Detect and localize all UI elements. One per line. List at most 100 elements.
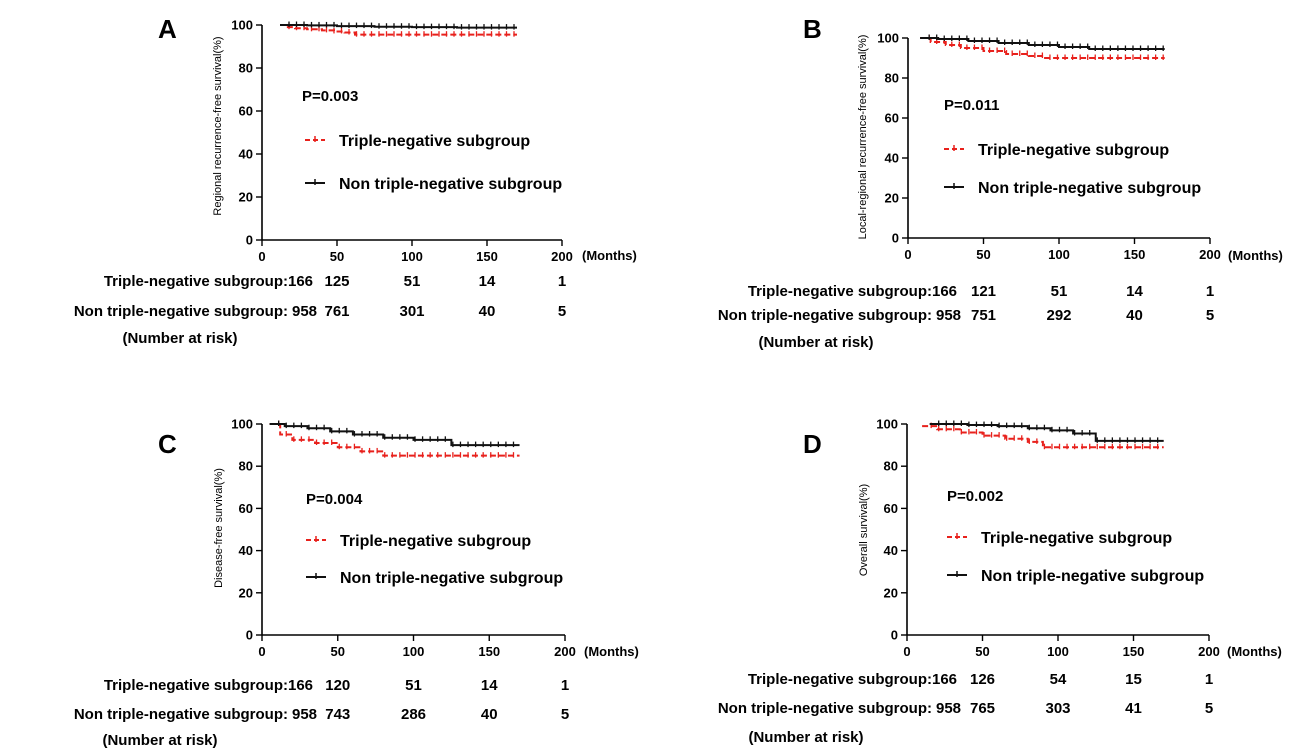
x-tick-label: 100 — [1047, 644, 1069, 659]
survival-curve-non-triple-negative — [929, 423, 1164, 442]
x-tick-label: 50 — [976, 247, 990, 262]
risk-row-label: Non triple-negative subgroup: — [74, 706, 288, 723]
legend-label: Non triple-negative subgroup — [978, 180, 1201, 197]
x-tick-label: 200 — [554, 644, 576, 659]
risk-value: 751 — [971, 307, 996, 324]
y-tick-label: 20 — [239, 190, 253, 205]
x-axis-label: (Months) — [1228, 248, 1283, 263]
panel-label: A — [158, 14, 177, 44]
survival-curve-triple-negative — [269, 423, 520, 457]
legend-label: Triple-negative subgroup — [339, 133, 530, 150]
x-tick-label: 100 — [1048, 247, 1070, 262]
y-tick-label: 60 — [884, 501, 898, 516]
legend-label: Non triple-negative subgroup — [981, 568, 1204, 585]
x-tick-label: 100 — [401, 249, 423, 264]
risk-value: 5 — [1205, 700, 1213, 717]
y-tick-label: 0 — [891, 628, 898, 643]
risk-value: 301 — [399, 303, 424, 320]
risk-value: 286 — [401, 706, 426, 723]
x-tick-label: 50 — [330, 249, 344, 264]
survival-curve-non-triple-negative — [280, 24, 517, 29]
p-value: P=0.003 — [302, 88, 358, 105]
x-tick-label: 0 — [258, 249, 265, 264]
x-tick-label: 200 — [1198, 644, 1220, 659]
survival-curve-non-triple-negative — [920, 37, 1165, 50]
x-tick-label: 50 — [331, 644, 345, 659]
y-tick-label: 0 — [246, 233, 253, 248]
legend-label: Triple-negative subgroup — [981, 530, 1172, 547]
risk-row-label: Triple-negative subgroup: — [104, 273, 288, 290]
legend-label: Non triple-negative subgroup — [339, 176, 562, 193]
x-axis-label: (Months) — [582, 248, 637, 263]
risk-table-footer: (Number at risk) — [758, 334, 873, 351]
risk-value: 41 — [1125, 700, 1142, 717]
y-tick-label: 40 — [885, 151, 899, 166]
risk-value: 51 — [404, 273, 421, 290]
risk-value: 54 — [1050, 671, 1067, 688]
risk-value: 5 — [561, 706, 569, 723]
y-axis-label: Disease-free survival(%) — [213, 468, 225, 588]
y-tick-label: 40 — [239, 543, 253, 558]
y-tick-label: 40 — [884, 543, 898, 558]
y-tick-label: 40 — [239, 147, 253, 162]
risk-value: 958 — [292, 706, 317, 723]
x-tick-label: 150 — [1123, 644, 1145, 659]
risk-value: 166 — [288, 273, 313, 290]
x-tick-label: 0 — [903, 644, 910, 659]
legend-label: Non triple-negative subgroup — [340, 570, 563, 587]
x-tick-label: 200 — [1199, 247, 1221, 262]
risk-table-footer: (Number at risk) — [748, 729, 863, 746]
p-value: P=0.011 — [944, 97, 999, 114]
x-axis-label: (Months) — [1227, 644, 1282, 659]
risk-value: 40 — [479, 303, 496, 320]
y-tick-label: 60 — [239, 104, 253, 119]
survival-curve-triple-negative — [920, 37, 1165, 59]
y-tick-label: 20 — [885, 191, 899, 206]
risk-value: 765 — [970, 700, 995, 717]
risk-row-label: Triple-negative subgroup: — [748, 283, 932, 300]
legend-label: Triple-negative subgroup — [978, 142, 1169, 159]
risk-value: 51 — [405, 677, 422, 694]
y-tick-label: 100 — [231, 417, 253, 432]
risk-value: 958 — [936, 700, 961, 717]
risk-row-label: Non triple-negative subgroup: — [718, 700, 932, 717]
risk-value: 1 — [558, 273, 566, 290]
risk-value: 15 — [1125, 671, 1142, 688]
y-tick-label: 20 — [239, 585, 253, 600]
risk-value: 761 — [324, 303, 349, 320]
risk-row-label: Non triple-negative subgroup: — [718, 307, 932, 324]
risk-value: 1 — [1205, 671, 1213, 688]
risk-value: 40 — [481, 706, 498, 723]
x-tick-label: 50 — [975, 644, 989, 659]
panel-a: A 0 20 40 60 80 100 0 50 100 150 200 (Months) Regiona… — [74, 14, 637, 347]
y-tick-label: 100 — [877, 31, 899, 46]
risk-value: 5 — [1206, 307, 1214, 324]
risk-value: 303 — [1045, 700, 1070, 717]
panel-label: C — [158, 429, 177, 459]
x-tick-label: 150 — [476, 249, 498, 264]
panel-d: D 0 20 40 60 80 100 0 50 100 150 200 (Months) Overall… — [718, 417, 1282, 747]
risk-value: 166 — [288, 677, 313, 694]
risk-value: 958 — [936, 307, 961, 324]
p-value: P=0.004 — [306, 491, 363, 508]
risk-value: 5 — [558, 303, 566, 320]
risk-row-label: Triple-negative subgroup: — [748, 671, 932, 688]
risk-value: 14 — [481, 677, 498, 694]
p-value: P=0.002 — [947, 488, 1003, 505]
panel-c: C 0 20 40 60 80 100 0 50 100 150 200 (Months) Disease… — [74, 417, 639, 749]
risk-value: 743 — [325, 706, 350, 723]
risk-row-label: Non triple-negative subgroup: — [74, 303, 288, 320]
x-axis-label: (Months) — [584, 644, 639, 659]
legend-label: Triple-negative subgroup — [340, 533, 531, 550]
y-tick-label: 80 — [239, 459, 253, 474]
y-tick-label: 0 — [246, 628, 253, 643]
y-tick-label: 80 — [239, 61, 253, 76]
risk-value: 125 — [324, 273, 349, 290]
risk-value: 126 — [970, 671, 995, 688]
x-tick-label: 100 — [403, 644, 425, 659]
risk-value: 166 — [932, 283, 957, 300]
risk-value: 120 — [325, 677, 350, 694]
x-tick-label: 150 — [478, 644, 500, 659]
risk-value: 166 — [932, 671, 957, 688]
